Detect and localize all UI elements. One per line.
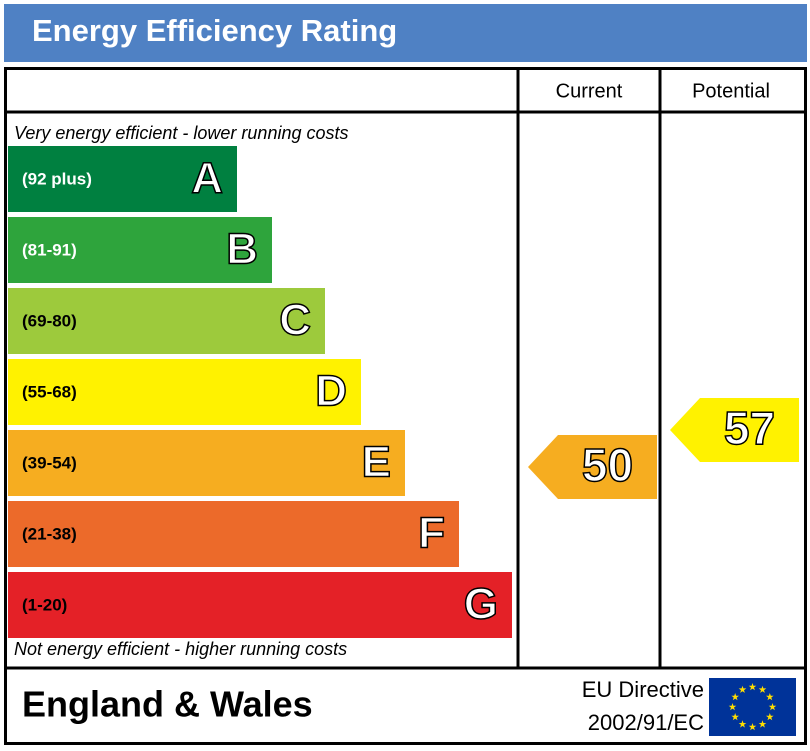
band	[8, 572, 512, 638]
band-range: (21-38)	[22, 524, 77, 543]
star	[768, 703, 777, 711]
bottom-note: Not energy efficient - higher running co…	[14, 639, 347, 659]
frame	[4, 67, 807, 745]
band-range: (69-80)	[22, 311, 77, 330]
band-range: (39-54)	[22, 453, 77, 472]
rating-value: 57	[724, 402, 775, 454]
band-letter: E	[362, 438, 391, 487]
column-header: Potential	[692, 80, 770, 102]
star	[766, 713, 774, 721]
band-letter: F	[418, 509, 445, 558]
top-note: Very energy efficient - lower running co…	[14, 123, 349, 143]
band	[8, 146, 237, 212]
band-letter: C	[279, 296, 311, 345]
rating-arrow	[528, 435, 657, 499]
band	[8, 359, 361, 425]
star	[728, 703, 737, 711]
band-letter: G	[464, 580, 498, 629]
star	[738, 720, 747, 728]
star	[731, 693, 739, 701]
star	[758, 720, 767, 728]
directive: 2002/91/EC	[588, 710, 704, 735]
band	[8, 288, 325, 354]
band	[8, 217, 272, 283]
chart-title: Energy Efficiency Rating	[32, 13, 397, 48]
star	[738, 685, 747, 693]
directive: EU Directive	[582, 677, 704, 702]
rating-value: 50	[582, 439, 633, 491]
star	[731, 713, 739, 721]
band-range: (92 plus)	[22, 169, 92, 188]
band-range: (1-20)	[22, 595, 67, 614]
title-bar	[4, 4, 807, 62]
band-letter: A	[191, 154, 223, 203]
band-letter: B	[226, 225, 258, 274]
band-range: (55-68)	[22, 382, 77, 401]
band	[8, 501, 459, 567]
star	[766, 693, 774, 701]
star	[758, 685, 767, 693]
band-letter: D	[315, 367, 347, 416]
band	[8, 430, 405, 496]
rating-arrow	[670, 398, 799, 462]
band-range: (81-91)	[22, 240, 77, 259]
star	[748, 683, 757, 691]
column-header: Current	[556, 80, 623, 102]
eu-stars	[728, 683, 777, 731]
star	[748, 723, 757, 731]
region: England & Wales	[22, 684, 313, 725]
